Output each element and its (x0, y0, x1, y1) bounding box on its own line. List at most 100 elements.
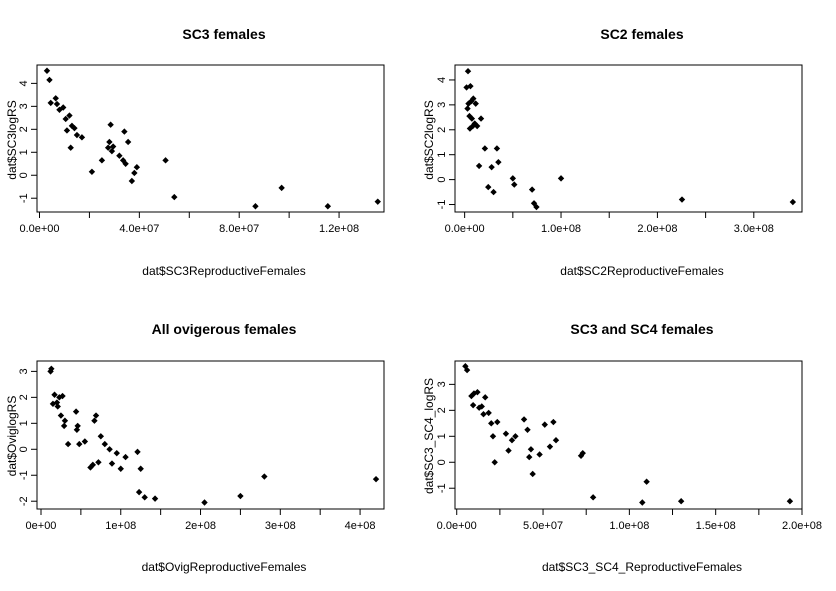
data-point (109, 143, 117, 150)
data-point (643, 478, 650, 485)
x-axis-label: dat$SC3ReproductiveFemales (142, 264, 305, 278)
x-axis-label: dat$OvigReproductiveFemales (142, 560, 307, 574)
x-tick-label: 1.0e+08 (609, 520, 649, 532)
x-tick-label: 2.0e+08 (782, 520, 822, 532)
data-point (68, 122, 76, 130)
data-point (95, 459, 102, 466)
data-point (786, 498, 794, 505)
x-tick-label: 1.5e+08 (696, 520, 736, 532)
y-tick-label: 2 (18, 126, 30, 132)
data-point (477, 115, 485, 122)
y-axis-label: dat$SC3logRS (5, 100, 19, 179)
panel-sc3-females: SC3 females dat$SC3ReproductiveFemales d… (5, 26, 385, 278)
x-tick-label: 2.0e+08 (637, 223, 677, 235)
data-point (72, 408, 80, 415)
data-point (324, 203, 332, 210)
data-point (508, 436, 516, 444)
x-tick-label: 8.0e+07 (219, 223, 259, 235)
data-point (550, 418, 557, 426)
data-point (113, 449, 120, 457)
data-point (124, 138, 132, 146)
chart-title: SC2 females (600, 26, 683, 42)
panel-sc3-and-sc4-females: SC3 and SC4 females dat$SC3_SC4_Reproduc… (422, 321, 822, 574)
data-point (530, 200, 538, 207)
data-point (54, 403, 61, 410)
data-point (137, 465, 144, 472)
data-point (541, 421, 548, 428)
y-tick-label: 4 (18, 80, 30, 86)
data-point (67, 144, 74, 151)
data-point (106, 446, 113, 453)
data-point (66, 112, 73, 119)
data-point (579, 449, 586, 457)
data-point (485, 409, 492, 417)
data-point (162, 157, 169, 164)
data-point (526, 453, 533, 461)
x-tick-label: 4.0e+07 (119, 223, 159, 235)
x-tick-label: 4e+08 (345, 520, 376, 532)
data-point (464, 105, 471, 112)
chart-title: SC3 and SC4 females (570, 321, 713, 337)
data-point (528, 186, 536, 193)
data-point (122, 160, 129, 167)
chart-title: All ovigerous females (152, 321, 297, 337)
data-point (134, 448, 141, 456)
data-point (201, 499, 208, 506)
data-point (81, 438, 89, 445)
y-tick-label: 3 (18, 103, 30, 109)
data-point (106, 138, 113, 146)
data-point (495, 158, 502, 166)
y-tick-label: 1 (436, 152, 448, 158)
data-point (78, 134, 86, 141)
data-point (60, 104, 67, 111)
data-point (478, 403, 485, 410)
data-point (509, 175, 517, 182)
y-tick-label: 3 (436, 102, 448, 108)
data-point (117, 465, 124, 472)
data-point (92, 412, 100, 419)
data-point (135, 488, 143, 496)
data-point (104, 144, 112, 151)
data-point (47, 99, 54, 107)
data-point (116, 152, 123, 159)
y-tick-label: 1 (18, 420, 30, 426)
y-tick-label: 1 (436, 433, 448, 439)
y-tick-label: 2 (436, 127, 448, 133)
data-point (63, 127, 71, 134)
data-point (237, 492, 244, 500)
data-point (374, 198, 381, 205)
data-point (511, 181, 518, 188)
data-point (128, 177, 136, 185)
y-tick-label: 2 (18, 394, 30, 400)
y-tick-label: 1 (18, 149, 30, 155)
data-point (466, 125, 474, 132)
x-tick-label: 0.0e+00 (437, 520, 477, 532)
data-point (131, 169, 138, 177)
data-point (639, 499, 646, 506)
data-point (552, 436, 560, 444)
x-tick-label: 3e+08 (265, 520, 296, 532)
data-point (74, 422, 81, 430)
data-point (89, 461, 97, 469)
data-point (524, 426, 531, 434)
y-axis-label: dat$OviglogRS (5, 396, 19, 477)
data-point (51, 391, 58, 398)
data-point (533, 203, 540, 211)
panel-all-ovigerous-females: All ovigerous females dat$OvigReproducti… (5, 321, 385, 574)
x-tick-label: 1e+08 (105, 520, 136, 532)
data-point (121, 128, 128, 135)
data-point (529, 470, 536, 478)
data-point (372, 475, 380, 483)
y-tick-label: 0 (436, 177, 448, 183)
x-axis-label: dat$SC3_SC4_ReproductiveFemales (542, 560, 742, 574)
data-point (122, 453, 129, 461)
data-point (473, 122, 481, 130)
data-point (488, 420, 495, 427)
data-point (57, 412, 65, 419)
panel-sc2-females: SC2 females dat$SC2ReproductiveFemales d… (422, 26, 803, 278)
data-point (76, 440, 83, 448)
data-point (678, 196, 686, 203)
data-point (108, 147, 116, 155)
data-point (494, 418, 501, 426)
data-point (60, 422, 68, 430)
